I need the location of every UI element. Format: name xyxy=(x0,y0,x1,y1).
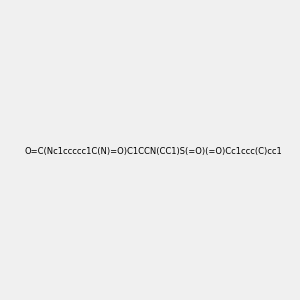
Text: O=C(Nc1ccccc1C(N)=O)C1CCN(CC1)S(=O)(=O)Cc1ccc(C)cc1: O=C(Nc1ccccc1C(N)=O)C1CCN(CC1)S(=O)(=O)C… xyxy=(25,147,283,156)
